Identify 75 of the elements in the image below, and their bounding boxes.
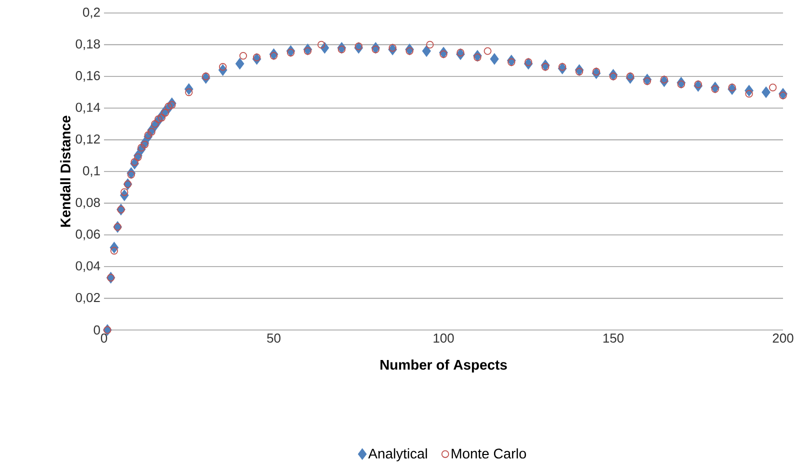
point	[304, 47, 312, 55]
x-tick-label: 150	[603, 334, 624, 343]
y-tick-label: 0,16	[76, 71, 100, 82]
point	[338, 46, 346, 54]
point	[490, 53, 499, 65]
point	[239, 52, 248, 60]
y-axis-title: Kendall Distance	[60, 116, 70, 227]
point	[158, 114, 166, 122]
y-tick-label: 0	[94, 325, 100, 335]
point	[524, 58, 532, 66]
y-tick-label: 0,02	[76, 292, 100, 304]
point	[422, 45, 431, 57]
point	[609, 72, 618, 80]
point	[372, 46, 380, 54]
point	[235, 58, 244, 70]
point	[161, 109, 169, 117]
point	[144, 131, 152, 139]
point	[154, 115, 162, 124]
point	[558, 63, 566, 71]
point	[745, 90, 753, 98]
point	[626, 72, 634, 80]
x-tick-label: 200	[772, 334, 794, 343]
point	[110, 246, 118, 255]
point	[168, 101, 176, 109]
point	[456, 48, 464, 56]
point	[140, 140, 149, 148]
point	[354, 42, 362, 50]
point	[406, 47, 414, 55]
point	[202, 72, 210, 80]
point	[779, 92, 787, 100]
x-axis-title: Number of Aspects	[380, 360, 507, 373]
point	[694, 80, 702, 88]
point	[218, 63, 227, 71]
y-tick-label: 0,04	[76, 261, 100, 272]
point	[138, 144, 146, 152]
point	[660, 76, 668, 84]
point	[592, 68, 600, 76]
point	[484, 47, 492, 55]
x-tick-label: 0	[100, 334, 108, 343]
point	[252, 54, 261, 62]
point	[270, 52, 278, 60]
point	[440, 50, 448, 58]
point	[426, 40, 434, 49]
point	[542, 63, 550, 71]
y-tick-label: 0,2	[82, 8, 100, 18]
point	[677, 80, 685, 88]
x-tick-label: 100	[434, 334, 454, 343]
point	[762, 86, 770, 98]
point	[286, 48, 295, 56]
point	[148, 128, 156, 136]
x-tick-label: 50	[267, 334, 280, 343]
y-tick-label: 0,14	[76, 102, 100, 114]
y-tick-label: 0,12	[76, 134, 100, 146]
point	[575, 68, 584, 76]
y-tick-label: 0,1	[82, 166, 100, 177]
point	[643, 77, 652, 85]
point	[164, 102, 172, 110]
point	[130, 158, 138, 166]
legend-label: Analytical	[368, 448, 427, 462]
point	[768, 84, 777, 92]
point	[185, 88, 193, 96]
point	[127, 170, 135, 179]
y-tick-label: 0,06	[76, 230, 100, 240]
point	[711, 85, 719, 93]
y-tick-label: 0,08	[76, 198, 100, 209]
point	[728, 84, 736, 92]
y-tick-label: 0,18	[76, 39, 100, 50]
point	[388, 44, 396, 52]
point	[474, 54, 482, 62]
point	[134, 153, 142, 162]
point	[120, 188, 128, 196]
legend-label: Monte Carlo	[452, 448, 526, 459]
point	[317, 40, 326, 49]
point	[508, 58, 516, 66]
point	[151, 120, 159, 128]
